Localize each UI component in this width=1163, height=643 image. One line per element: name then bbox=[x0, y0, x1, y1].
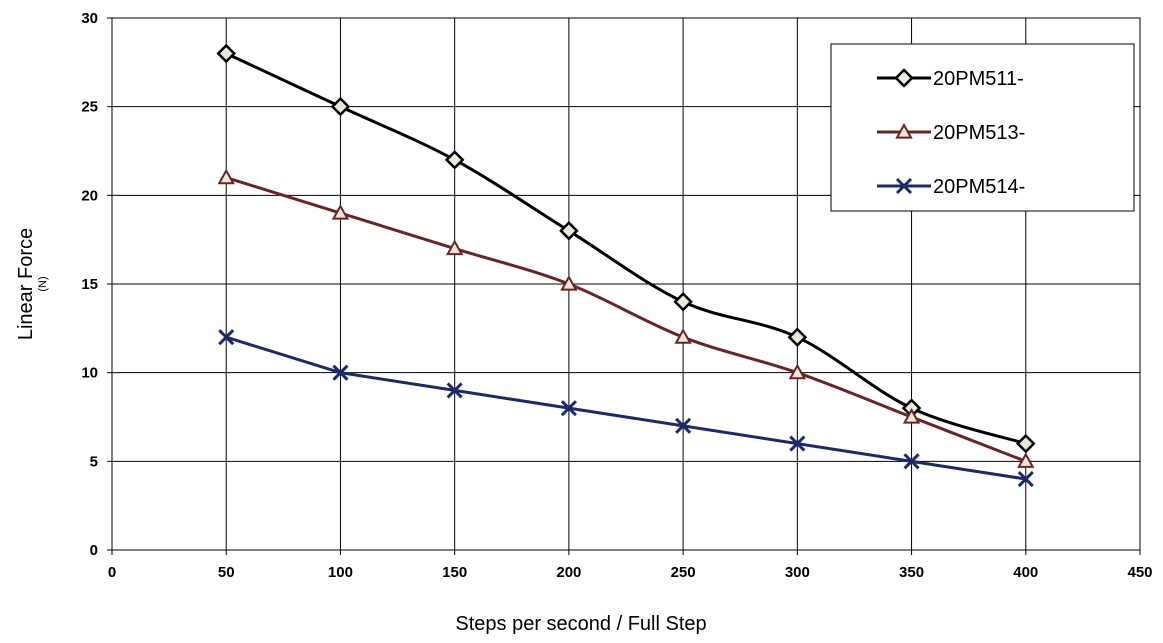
legend-label: 20PM511- bbox=[933, 68, 1024, 90]
data-point bbox=[446, 382, 463, 399]
data-point bbox=[675, 417, 692, 434]
data-point bbox=[788, 363, 807, 380]
x-tick-label: 450 bbox=[1127, 564, 1152, 581]
y-tick-label: 0 bbox=[90, 542, 98, 559]
x-axis-title: Steps per second / Full Step bbox=[455, 613, 706, 635]
data-point bbox=[789, 435, 806, 452]
y-tick-label: 25 bbox=[81, 99, 98, 116]
data-point bbox=[330, 96, 351, 117]
data-point bbox=[216, 43, 236, 64]
legend-marker bbox=[894, 68, 914, 88]
series-triangle bbox=[217, 168, 1035, 468]
series-x bbox=[218, 329, 1034, 488]
data-point bbox=[1017, 452, 1035, 468]
data-point bbox=[332, 364, 349, 381]
x-tick-label: 250 bbox=[671, 564, 696, 581]
x-tick-label: 100 bbox=[328, 564, 353, 581]
data-point bbox=[560, 274, 578, 291]
x-tick-label: 300 bbox=[785, 564, 810, 581]
data-point bbox=[1017, 471, 1034, 488]
data-point bbox=[218, 329, 235, 346]
data-point bbox=[331, 204, 350, 220]
y-tick-label: 5 bbox=[90, 453, 98, 470]
data-point bbox=[559, 221, 579, 241]
data-point bbox=[787, 327, 808, 347]
axes: 0 50 100 150 200 250 300 350 400 450 0 5 10 15 20 25 30 bbox=[81, 10, 1152, 581]
series-diamond bbox=[216, 43, 1036, 454]
y-tick-label: 15 bbox=[81, 276, 98, 293]
y-tick-label: 30 bbox=[81, 10, 98, 27]
data-point bbox=[902, 407, 921, 424]
data-point bbox=[903, 453, 920, 470]
x-tick-label: 0 bbox=[108, 564, 116, 581]
data-point bbox=[673, 291, 693, 312]
series-line bbox=[225, 52, 1027, 446]
legend-marker bbox=[895, 177, 913, 195]
y-axis-title: Linear Force bbox=[15, 228, 37, 340]
legend-marker bbox=[895, 122, 913, 139]
series-line bbox=[225, 335, 1027, 481]
y-tick-label: 10 bbox=[81, 365, 98, 382]
x-tick-label: 350 bbox=[899, 564, 924, 581]
data-point bbox=[560, 400, 577, 417]
x-tick-label: 200 bbox=[556, 564, 581, 581]
x-tick-label: 400 bbox=[1013, 564, 1038, 581]
series-line bbox=[225, 176, 1027, 463]
data-point bbox=[674, 328, 692, 344]
data-point bbox=[217, 168, 235, 185]
data-point bbox=[445, 239, 464, 256]
legend-box bbox=[830, 43, 1135, 212]
x-tick-label: 150 bbox=[442, 564, 467, 581]
legend: 20PM511- 20PM513- 20PM514- bbox=[830, 43, 1135, 212]
data-point bbox=[1016, 433, 1036, 454]
x-tick-label: 50 bbox=[218, 564, 235, 581]
data-point bbox=[444, 150, 465, 170]
y-tick-label: 20 bbox=[81, 187, 98, 204]
legend-label: 20PM514- bbox=[933, 176, 1025, 198]
legend-label: 20PM513- bbox=[933, 122, 1025, 144]
series-group bbox=[216, 43, 1036, 488]
y-axis-unit: (N) bbox=[37, 276, 49, 291]
